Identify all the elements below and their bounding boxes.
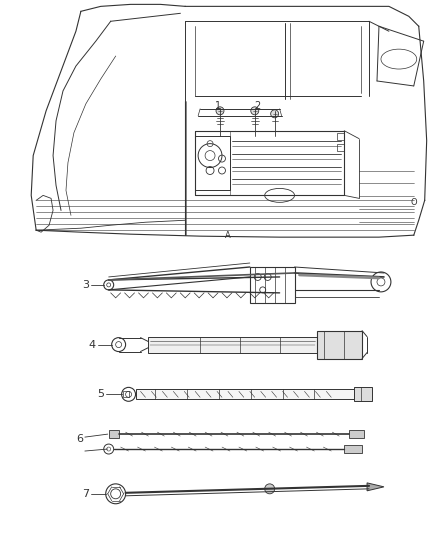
Text: 3: 3 — [82, 280, 89, 290]
Text: 1: 1 — [215, 101, 221, 111]
Circle shape — [271, 110, 279, 118]
Bar — [148, 337, 318, 352]
Text: 4: 4 — [88, 340, 96, 350]
Text: 7: 7 — [82, 489, 89, 499]
Bar — [250, 267, 294, 303]
Text: A: A — [225, 231, 231, 240]
Text: 6: 6 — [76, 434, 83, 444]
Bar — [337, 144, 344, 151]
Bar — [109, 430, 119, 438]
Circle shape — [216, 107, 224, 115]
Polygon shape — [367, 483, 384, 491]
Circle shape — [251, 107, 259, 115]
Bar — [344, 445, 362, 453]
Bar — [123, 391, 129, 397]
Bar — [135, 389, 354, 399]
Text: O: O — [410, 198, 417, 207]
Bar — [349, 430, 364, 438]
Circle shape — [265, 484, 275, 494]
Bar — [337, 133, 344, 140]
Text: 2: 2 — [254, 101, 261, 111]
Bar — [354, 387, 372, 401]
Bar — [195, 136, 230, 190]
Text: 5: 5 — [97, 389, 104, 399]
Bar — [318, 330, 362, 359]
